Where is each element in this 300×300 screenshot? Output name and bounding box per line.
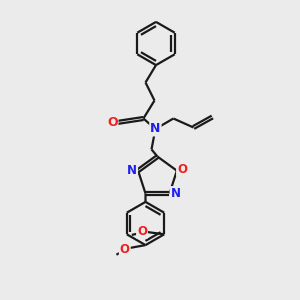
Text: O: O <box>137 225 147 238</box>
Text: N: N <box>170 187 181 200</box>
Text: O: O <box>107 116 118 129</box>
Text: O: O <box>177 163 187 176</box>
Text: N: N <box>150 122 161 136</box>
Text: O: O <box>120 243 130 256</box>
Text: N: N <box>127 164 137 177</box>
